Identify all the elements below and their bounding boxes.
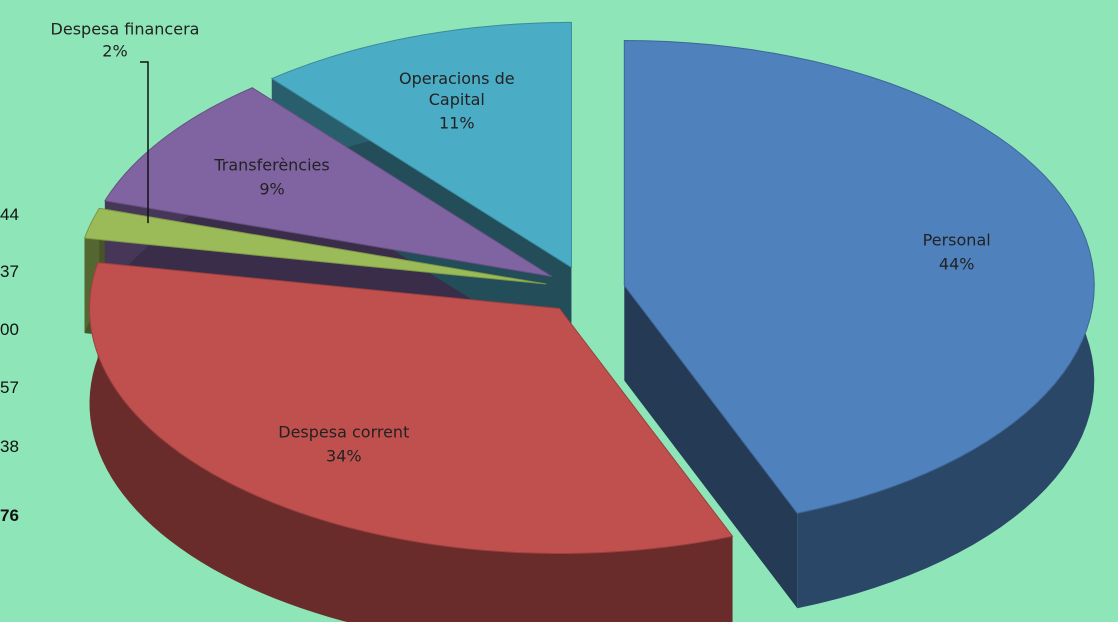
- slice-wall: [624, 285, 798, 609]
- slice-tops: [83, 21, 1095, 554]
- slice-side: [89, 262, 733, 622]
- slice-label: Personal: [922, 231, 991, 251]
- slice-value-label: 2%: [102, 41, 128, 61]
- slice-label: Transferències: [214, 155, 330, 175]
- slice: [83, 207, 547, 285]
- table-fragment: 38: [0, 437, 19, 456]
- slice-value-label: 9%: [259, 179, 285, 199]
- table-fragment: 37: [0, 262, 19, 281]
- slice-value-label: 44%: [938, 255, 975, 275]
- slice-label: Despesa corrent: [278, 423, 410, 443]
- slice: [89, 262, 734, 554]
- slice: [104, 87, 553, 278]
- table-fragment: 76: [0, 506, 19, 525]
- slice-value-label: 34%: [326, 447, 362, 467]
- slice: [623, 39, 1095, 514]
- table-fragment: 00: [0, 320, 19, 339]
- slice-label: Despesa financera: [50, 19, 200, 39]
- leader-line: [140, 61, 149, 224]
- slice: [270, 21, 572, 269]
- slice-label: Operacions de Capital: [399, 69, 515, 110]
- table-fragment: 44: [0, 205, 19, 224]
- slice-value-label: 11%: [439, 114, 475, 134]
- table-fragment: 57: [0, 378, 19, 397]
